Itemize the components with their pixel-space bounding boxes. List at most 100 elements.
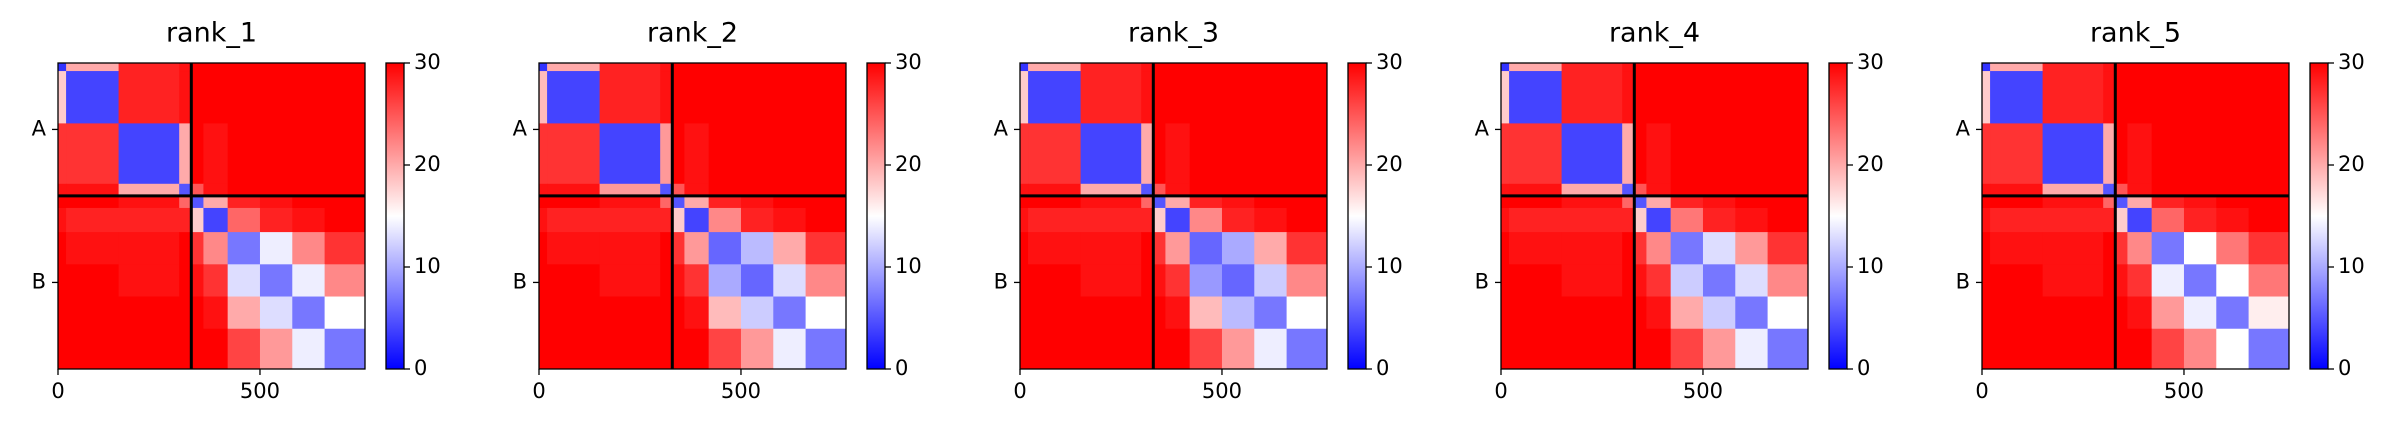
heat-cell [1165,264,1191,298]
heat-cell [1735,207,1769,233]
heat-cell [259,63,293,72]
heat-cell [684,195,710,209]
heat-cell [672,195,685,209]
heat-cell [2127,63,2153,72]
heat-cell [708,63,742,72]
heat-cell [2248,232,2290,265]
heat-cell [740,207,774,233]
colorbar [1828,62,1848,370]
heat-cell [2115,328,2128,370]
heat-cell [2183,264,2217,298]
heat-cell [1509,328,1563,370]
heat-cell [118,183,180,197]
heat-cell [2042,296,2104,330]
heat-cell [227,195,261,209]
heat-cell [599,63,661,72]
colorbar-tick-label: 20 [1857,152,1884,176]
heat-cell [708,328,742,370]
heat-cell [773,264,807,298]
heat-cell [2151,328,2185,370]
heat-cell [1165,183,1191,197]
heat-cell [1286,71,1328,124]
heat-cell [1982,71,1991,124]
heat-cell [1622,264,1635,298]
heat-cell [2216,63,2250,72]
heat-cell [191,71,204,124]
heat-cell [1141,328,1154,370]
heat-cell [1165,71,1191,124]
axes-frame [538,62,847,370]
heat-cell [660,207,673,233]
heat-cell [539,328,548,370]
heat-cell [58,207,67,233]
heat-cell [1561,232,1623,265]
heat-cell [118,232,180,265]
heat-cell [1509,183,1563,197]
heat-cell [2127,123,2153,185]
heat-cell [660,328,673,370]
heat-cell [179,195,192,209]
heat-cell [1561,183,1623,197]
y-tick-label: A [1475,116,1490,140]
heat-cell [324,71,366,124]
heat-cell [1153,71,1166,124]
heat-cell [599,207,661,233]
heat-cell [1646,296,1672,330]
heat-cell [1286,264,1328,298]
heat-cell [1165,328,1191,370]
heat-cell [2103,71,2116,124]
heat-cell [2042,195,2104,209]
heat-cell [1153,264,1166,298]
heat-cell [1767,63,1809,72]
heat-cell [1982,63,1991,72]
heat-cell [1735,232,1769,265]
heat-cell [740,63,774,72]
y-tick-label: A [513,116,528,140]
heat-cell [66,63,120,72]
heat-cell [1165,296,1191,330]
heat-cell [1634,207,1647,233]
heat-cell [1670,328,1704,370]
heat-cell [1990,63,2044,72]
colorbar-tick-label: 10 [2338,254,2365,278]
heat-cell [1165,63,1191,72]
heat-cell [1501,195,1510,209]
heat-cell [1165,232,1191,265]
heat-cell [203,123,229,185]
heat-cell [539,264,548,298]
heat-cell [660,71,673,124]
heat-cell [1254,328,1288,370]
heat-cell [1501,71,1510,124]
heat-cell [2151,63,2185,72]
heat-cell [1634,123,1647,185]
heat-cell [1622,328,1635,370]
heat-cell [1141,63,1154,72]
heat-cell [1509,264,1563,298]
heat-cell [684,264,710,298]
heat-cell [324,195,366,209]
heat-cell [2216,123,2250,185]
heat-cell [203,71,229,124]
heat-cell [1028,183,1082,197]
heat-cell [1702,63,1736,72]
heat-cell [1702,232,1736,265]
heat-cell [1028,296,1082,330]
heat-cell [708,207,742,233]
heat-cell [179,296,192,330]
heat-cell [2042,207,2104,233]
axes-frame [1981,62,2290,370]
heat-cell [672,63,685,72]
heat-cell [773,123,807,185]
y-tick-label: B [32,269,46,293]
heat-cell [191,232,204,265]
heat-cell [66,71,120,124]
heat-cell [2042,183,2104,197]
heat-cell [1189,328,1223,370]
heat-cell [2151,71,2185,124]
heat-cell [1020,328,1029,370]
heat-cell [203,232,229,265]
heat-cell [1254,232,1288,265]
heat-cell [1670,123,1704,185]
heat-cell [2248,296,2290,330]
heat-cell [708,71,742,124]
